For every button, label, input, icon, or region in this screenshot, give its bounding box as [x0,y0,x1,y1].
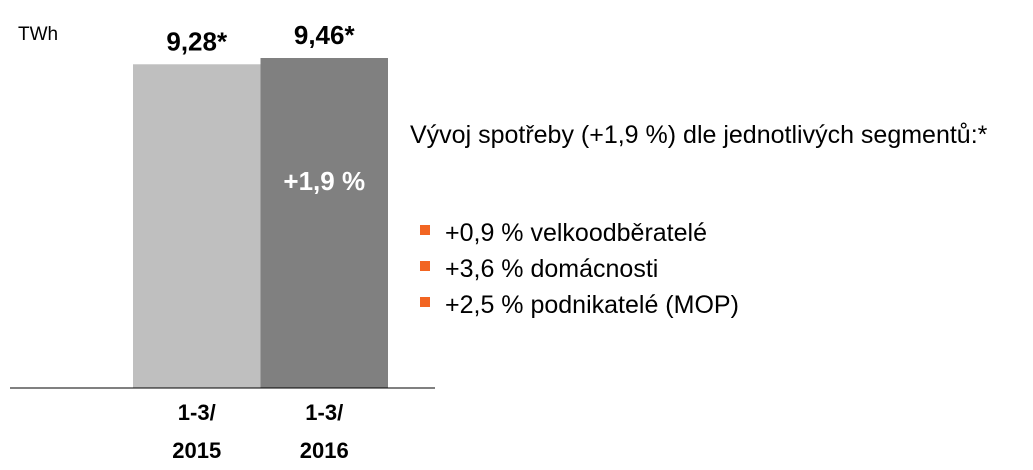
bullet-list: +0,9 % velkoodběratelé +3,6 % domácnosti +… [420,215,739,323]
value-label: 9,46* [294,20,356,50]
bullet-marker [420,261,430,271]
bar [260,58,388,388]
bullet-item: +2,5 % podnikatelé (MOP) [420,287,739,323]
bullet-text: +0,9 % velkoodběratelé [445,219,707,247]
x-tick-label: 1-3/ 2016 [299,400,349,463]
bar [133,64,261,389]
bullet-marker [420,297,430,307]
bullet-marker [420,225,430,235]
annotation: +1,9 % [283,166,365,196]
value-label: 9,28* [166,26,228,56]
x-tick-label: 1-3/ 2015 [172,400,222,463]
heading: Vývoj spotřeby (+1,9 %) dle jednotlivých… [410,121,988,149]
bullet-text: +3,6 % domácnosti [445,255,659,283]
unit-label: TWh [18,24,58,45]
bullet-text: +2,5 % podnikatelé (MOP) [445,291,739,319]
bullet-item: +0,9 % velkoodběratelé [420,215,739,251]
bullet-item: +3,6 % domácnosti [420,251,739,287]
